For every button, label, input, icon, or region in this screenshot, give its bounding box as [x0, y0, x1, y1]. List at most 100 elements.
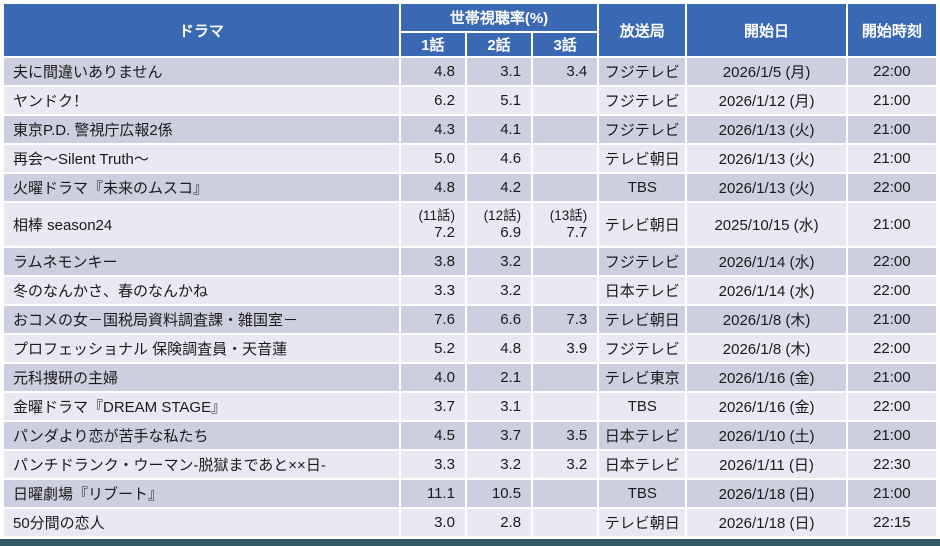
cell-ep3: 3.2	[531, 449, 600, 480]
ep1-value: 6.2	[434, 91, 455, 109]
cell-ep3: 7.3	[531, 304, 600, 335]
cell-ep1: 7.6	[398, 304, 467, 335]
cell-ep3	[531, 246, 600, 277]
ep1-value: 3.3	[434, 281, 455, 299]
cell-ep1: (11話) 7.2	[398, 201, 467, 248]
cell-start-date: 2026/1/8 (木)	[685, 333, 848, 364]
ep3-value: 7.3	[566, 310, 588, 328]
cell-drama: 火曜ドラマ『未来のムスコ』	[2, 172, 401, 203]
cell-start-date: 2026/1/8 (木)	[685, 304, 848, 335]
col-header-ep3: 3話	[531, 31, 600, 58]
ep2-value: 3.1	[500, 62, 522, 80]
col-header-ep1: 1話	[398, 31, 467, 58]
table-row: ラムネモンキー 3.8 3.2 フジテレビ 2026/1/14 (水) 22:0…	[2, 246, 939, 277]
cell-drama: パンダより恋が苦手な私たち	[2, 420, 401, 451]
col-header-drama: ドラマ	[2, 2, 401, 58]
cell-ep3: 3.4	[531, 56, 600, 87]
cell-ep1: 3.8	[398, 246, 467, 277]
cell-ep2: 4.2	[464, 172, 534, 203]
cell-ep3: (13話) 7.7	[531, 201, 600, 248]
cell-ep1: 4.8	[398, 172, 467, 203]
cell-station: TBS	[597, 478, 688, 509]
cell-start-time: 21:00	[845, 362, 939, 393]
cell-station: TBS	[597, 391, 688, 422]
table-row: 50分間の恋人 3.0 2.8 テレビ朝日 2026/1/18 (日) 22:1…	[2, 507, 939, 538]
ep2-value: 6.9	[500, 223, 522, 241]
ep2-value: 3.2	[500, 281, 522, 299]
cell-drama: おコメの女－国税局資料調査課・雑国室－	[2, 304, 401, 335]
ep2-value: 3.7	[500, 426, 522, 444]
cell-ep1: 4.3	[398, 114, 467, 145]
cell-start-date: 2025/10/15 (水)	[685, 201, 848, 248]
table-row: 夫に間違いありません 4.8 3.1 3.4 フジテレビ 2026/1/5 (月…	[2, 56, 939, 87]
cell-drama: 元科捜研の主婦	[2, 362, 401, 393]
cell-start-time: 22:15	[845, 507, 939, 538]
cell-station: テレビ朝日	[597, 507, 688, 538]
cell-station: 日本テレビ	[597, 420, 688, 451]
cell-start-time: 22:00	[845, 391, 939, 422]
col-header-start-time: 開始時刻	[845, 2, 939, 58]
cell-start-date: 2026/1/13 (火)	[685, 114, 848, 145]
ep2-value: 3.2	[500, 252, 522, 270]
ep2-value: 10.5	[491, 484, 522, 502]
ep3-value: 3.4	[566, 62, 588, 80]
cell-ep2: 3.2	[464, 246, 534, 277]
cell-start-time: 22:30	[845, 449, 939, 480]
cell-ep2: 2.8	[464, 507, 534, 538]
cell-ep1: 5.0	[398, 143, 467, 174]
cell-ep2: 4.1	[464, 114, 534, 145]
cell-ep3	[531, 391, 600, 422]
ep3-value: 3.5	[566, 426, 588, 444]
cell-station: フジテレビ	[597, 114, 688, 145]
ep2-note: (12話)	[483, 208, 522, 224]
cell-ep1: 11.1	[398, 478, 467, 509]
cell-ep2: 6.6	[464, 304, 534, 335]
ep3-value: 3.2	[566, 455, 588, 473]
cell-station: テレビ朝日	[597, 201, 688, 248]
ep1-value: 11.1	[426, 484, 455, 502]
cell-station: フジテレビ	[597, 333, 688, 364]
table-row: 元科捜研の主婦 4.0 2.1 テレビ東京 2026/1/16 (金) 21:0…	[2, 362, 939, 393]
cell-start-time: 22:00	[845, 275, 939, 306]
ep1-value: 4.5	[434, 426, 455, 444]
ep1-value: 5.0	[434, 149, 455, 167]
cell-ep1: 4.0	[398, 362, 467, 393]
cell-start-time: 22:00	[845, 246, 939, 277]
cell-start-time: 21:00	[845, 420, 939, 451]
ep3-value: 7.7	[566, 223, 588, 241]
cell-station: フジテレビ	[597, 56, 688, 87]
ep1-value: 7.2	[434, 223, 455, 241]
cell-start-time: 21:00	[845, 478, 939, 509]
cell-ep2: 3.2	[464, 449, 534, 480]
ep2-value: 4.1	[500, 120, 522, 138]
col-header-ratings-group: 世帯視聴率(%)	[398, 2, 600, 33]
ep3-value: 3.9	[566, 339, 588, 357]
cell-ep3	[531, 114, 600, 145]
ep3-note: (13話)	[549, 208, 588, 224]
col-header-station: 放送局	[597, 2, 688, 58]
cell-ep3	[531, 172, 600, 203]
cell-ep1: 3.3	[398, 449, 467, 480]
table-row: 火曜ドラマ『未来のムスコ』 4.8 4.2 TBS 2026/1/13 (火) …	[2, 172, 939, 203]
cell-start-date: 2026/1/16 (金)	[685, 391, 848, 422]
cell-start-date: 2026/1/14 (水)	[685, 246, 848, 277]
cell-start-date: 2026/1/14 (水)	[685, 275, 848, 306]
cell-ep1: 5.2	[398, 333, 467, 364]
cell-station: テレビ東京	[597, 362, 688, 393]
cell-drama: 再会～Silent Truth～	[2, 143, 401, 174]
cell-start-time: 21:00	[845, 85, 939, 116]
ep1-value: 3.3	[434, 455, 455, 473]
cell-ep2: 4.6	[464, 143, 534, 174]
cell-start-date: 2026/1/5 (月)	[685, 56, 848, 87]
cell-start-date: 2026/1/18 (日)	[685, 478, 848, 509]
cell-ep3	[531, 85, 600, 116]
cell-station: テレビ朝日	[597, 304, 688, 335]
table-header: ドラマ 世帯視聴率(%) 放送局 開始日 開始時刻 1話 2話 3話	[2, 2, 939, 58]
cell-station: フジテレビ	[597, 246, 688, 277]
ep2-value: 5.1	[500, 91, 522, 109]
cell-station: 日本テレビ	[597, 449, 688, 480]
ep1-value: 4.0	[434, 368, 455, 386]
cell-station: テレビ朝日	[597, 143, 688, 174]
cell-drama: ラムネモンキー	[2, 246, 401, 277]
